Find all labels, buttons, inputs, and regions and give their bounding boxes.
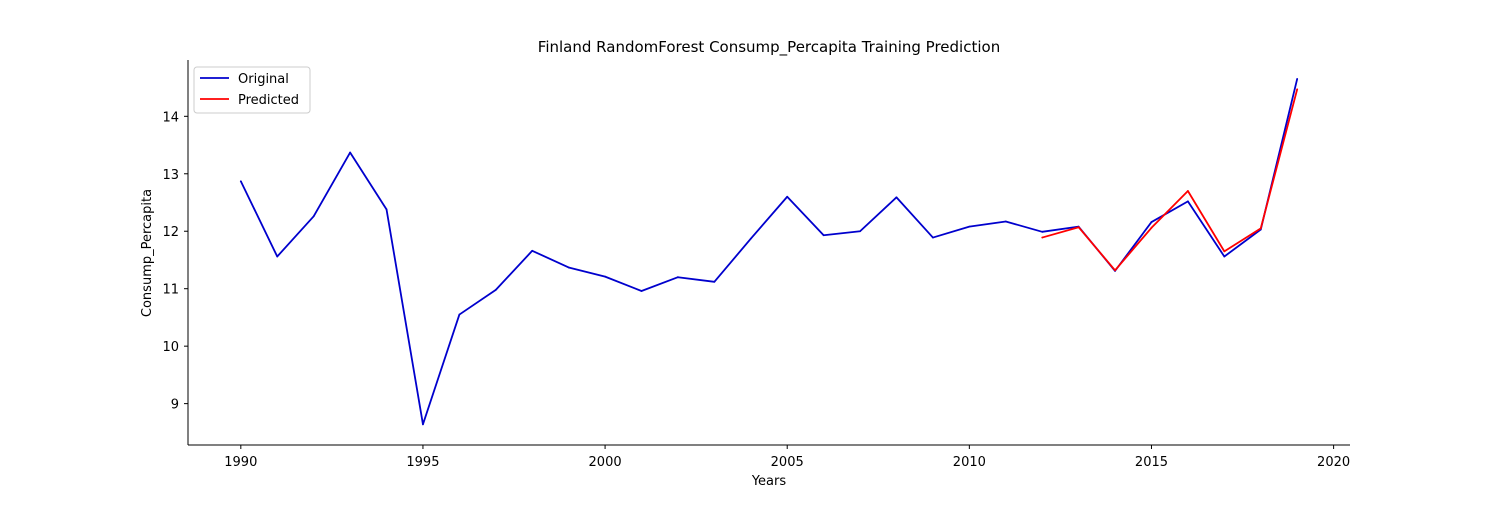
series-line-predicted: [1041, 89, 1299, 272]
y-tick-label: 13: [162, 168, 179, 183]
data-point-original: [494, 288, 497, 291]
data-point-predicted: [1259, 227, 1262, 230]
data-point-original: [276, 255, 279, 258]
data-point-original: [859, 230, 861, 233]
data-point-predicted: [1077, 226, 1080, 229]
legend-predicted-label: Predicted: [238, 93, 299, 108]
data-point-predicted: [1150, 226, 1153, 229]
y-axis-label: Consump_Percapita: [140, 189, 155, 317]
data-point-predicted: [1114, 269, 1116, 272]
x-tick-label: 2015: [1135, 455, 1168, 470]
y-tick-label: 12: [162, 225, 179, 240]
x-ticks: 1990 1995 2000 2005 2010 2015 2020: [224, 445, 1350, 470]
data-point-original: [567, 266, 570, 269]
data-point-original: [349, 151, 351, 154]
chart-title: Finland RandomForest Consump_Percapita T…: [538, 38, 1000, 57]
data-point-original: [786, 195, 789, 198]
x-tick-label: 2020: [1317, 455, 1350, 470]
series-layer: [239, 78, 1299, 426]
data-point-original: [932, 236, 934, 239]
data-point-predicted: [1223, 250, 1226, 253]
data-point-original: [312, 215, 315, 218]
data-point-original: [422, 423, 424, 426]
x-tick-label: 1990: [224, 455, 257, 470]
data-point-original: [749, 237, 752, 240]
data-point-original: [1223, 255, 1226, 258]
data-point-predicted: [1187, 190, 1189, 192]
data-point-original: [968, 225, 971, 228]
data-point-original: [1150, 221, 1153, 223]
data-point-original: [385, 208, 388, 211]
data-point-original: [458, 313, 461, 316]
y-tick-label: 14: [162, 110, 179, 125]
data-point-original: [1041, 230, 1044, 233]
x-tick-label: 2005: [771, 455, 804, 470]
legend-original-label: Original: [238, 72, 289, 87]
data-point-original: [822, 234, 825, 237]
data-point-predicted: [1041, 236, 1044, 239]
data-point-predicted: [1296, 88, 1299, 91]
legend: Original Predicted: [193, 66, 311, 114]
y-tick-label: 9: [171, 398, 179, 413]
data-point-original: [239, 180, 242, 183]
y-tick-label: 10: [162, 340, 179, 355]
data-point-original: [1004, 220, 1007, 223]
series-line-original: [240, 78, 1299, 426]
x-axis-label: Years: [751, 474, 787, 489]
x-tick-label: 2010: [953, 455, 986, 470]
data-point-original: [531, 249, 534, 252]
y-ticks: 9 10 11 12 13 14: [162, 110, 188, 413]
data-point-original: [640, 290, 643, 292]
data-point-original: [1296, 78, 1299, 80]
data-point-original: [677, 276, 679, 279]
y-tick-label: 11: [162, 283, 179, 298]
x-tick-label: 2000: [589, 455, 622, 470]
x-tick-label: 1995: [406, 455, 439, 470]
data-point-original: [604, 275, 606, 278]
data-point-original: [713, 280, 716, 283]
data-point-original: [895, 196, 898, 199]
data-point-original: [1187, 200, 1189, 203]
